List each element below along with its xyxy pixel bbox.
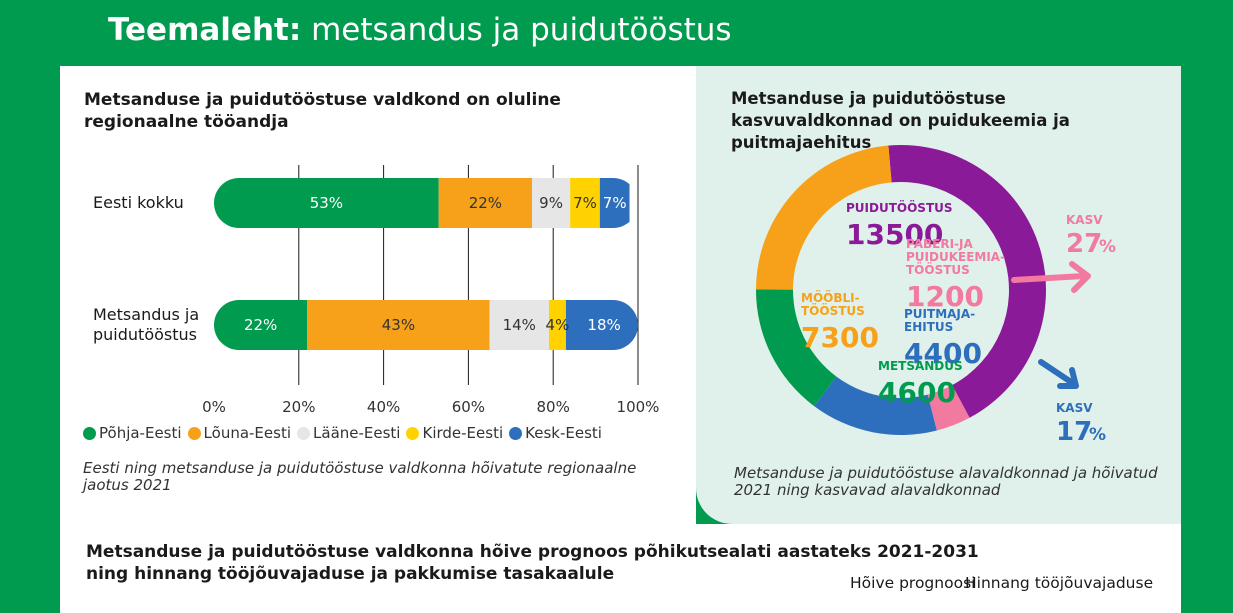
page-title-rest: metsandus ja puidutööstus	[301, 12, 732, 48]
donut-chart: PUIDUTÖÖSTUS13500PABERI-JAPUIDUKEEMIA-TÖ…	[756, 145, 1116, 447]
x-tick-label: 40%	[367, 398, 400, 416]
donut-chart-heading: Metsanduse ja puidutööstuse kasvuvaldkon…	[731, 89, 1070, 152]
legend-label: Kirde-Eesti	[422, 424, 504, 442]
bar-segment	[438, 178, 532, 228]
legend-item: Lääne-Eesti	[297, 424, 400, 442]
legend-item: Kirde-Eesti	[406, 424, 503, 442]
data-label: 53%	[310, 194, 343, 212]
data-label: 4%	[546, 316, 570, 334]
bar-segment	[214, 178, 439, 228]
growth-unit: %	[1099, 237, 1116, 257]
bar-segment	[532, 178, 571, 228]
x-tick-label: 0%	[202, 398, 226, 416]
category-label: puidutööstus	[93, 325, 197, 344]
page-title: Teemaleht: metsandus ja puidutööstus	[108, 12, 732, 48]
bar-chart-caption: Eesti ning metsanduse ja puidutööstuse v…	[83, 459, 637, 494]
slice-name: PUITMAJA-	[904, 307, 975, 321]
category-label: Metsandus ja	[93, 305, 199, 324]
slice-value: 4600	[878, 376, 956, 409]
slice-name: PUIDUKEEMIA-	[906, 250, 1005, 264]
bar-segment	[214, 300, 308, 350]
growth-arrow-icon	[1011, 261, 1091, 293]
bar-segment	[307, 300, 490, 350]
donut-slice	[927, 385, 970, 431]
legend-swatch	[297, 426, 311, 440]
legend-item: Lõuna-Eesti	[187, 424, 292, 442]
slice-name: EHITUS	[904, 320, 953, 334]
growth-unit: %	[1089, 425, 1106, 445]
donut-slice	[814, 376, 937, 435]
legend-swatch	[83, 426, 96, 440]
category-label: Eesti kokku	[93, 193, 184, 212]
stacked-bar-chart: 53% 22% 9% 7% 7% Eesti kokku 22% 43% 14% 4% 18% Met…	[93, 165, 660, 416]
donut-slice	[888, 145, 1046, 418]
legend-label: Põhja-Eesti	[99, 424, 182, 442]
bottom-right-panel	[696, 524, 1181, 613]
legend-swatch	[187, 426, 201, 440]
growth-arrow-icon	[1038, 359, 1079, 389]
bar-row	[214, 178, 630, 228]
legend-swatch	[406, 426, 420, 440]
slice-name: MÖÖBLI-	[801, 290, 860, 305]
slice-name: PUIDUTÖÖSTUS	[846, 200, 953, 215]
data-label: 7%	[603, 194, 627, 212]
slice-value: 7300	[801, 321, 879, 354]
donut-slice	[756, 145, 892, 290]
x-tick-label: 20%	[282, 398, 315, 416]
x-tick-label: 60%	[452, 398, 485, 416]
growth-label: KASV	[1066, 213, 1103, 227]
legend-swatch	[509, 426, 523, 440]
bar-chart-heading: Metsanduse ja puidutööstuse valdkond on …	[84, 90, 561, 132]
bar-row	[214, 300, 638, 350]
data-label: 18%	[587, 316, 620, 334]
growth-label: KASV	[1056, 401, 1093, 415]
donut-chart-caption: Metsanduse ja puidutööstuse alavaldkonna…	[734, 464, 1158, 499]
data-label: 9%	[539, 194, 563, 212]
growth-value: 17	[1056, 417, 1092, 447]
page-title-bold: Teemaleht:	[108, 12, 302, 48]
data-label: 43%	[382, 316, 415, 334]
column-header-forecast: Hõive prognoosi	[850, 574, 976, 592]
growth-value: 27	[1066, 229, 1102, 259]
donut-slice	[756, 289, 837, 407]
slice-value: 4400	[904, 337, 982, 370]
slice-name: METSANDUS	[878, 359, 963, 373]
x-tick-label: 80%	[537, 398, 570, 416]
slice-name: TÖÖSTUS	[801, 303, 865, 318]
forecast-heading: Metsanduse ja puidutööstuse valdkonna hõ…	[86, 542, 979, 584]
bar-segment	[570, 178, 600, 228]
bar-segment	[548, 300, 566, 350]
bar-segment	[599, 178, 630, 228]
bar-chart-legend: Põhja-Eesti Lõuna-Eesti Lääne-Eesti Kirde-E…	[83, 424, 602, 442]
legend-label: Lääne-Eesti	[313, 424, 401, 442]
slice-name: PABERI-JA	[906, 237, 973, 251]
slice-value: 13500	[846, 218, 943, 251]
slice-name: TÖÖSTUS	[906, 262, 970, 277]
column-header-assessment: Hinnang tööjõuvajaduse	[965, 574, 1154, 592]
data-label: 22%	[244, 316, 277, 334]
data-label: 22%	[469, 194, 502, 212]
slice-value: 1200	[906, 280, 984, 313]
data-label: 14%	[503, 316, 536, 334]
legend-item: Põhja-Eesti	[83, 424, 182, 442]
data-label: 7%	[573, 194, 597, 212]
legend-label: Kesk-Eesti	[525, 424, 602, 442]
legend-item: Kesk-Eesti	[509, 424, 602, 442]
bar-segment	[565, 300, 638, 350]
x-tick-label: 100%	[617, 398, 660, 416]
bar-segment	[489, 300, 549, 350]
legend-label: Lõuna-Eesti	[203, 424, 292, 442]
